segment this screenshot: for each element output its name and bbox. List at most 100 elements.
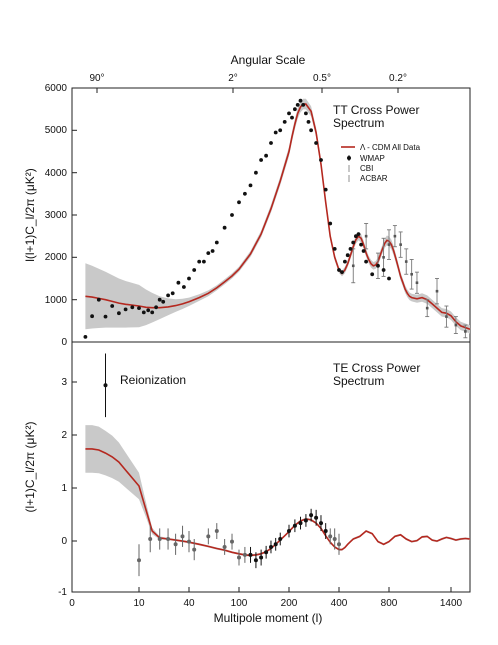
te-ytick-0: 0 [61, 536, 67, 547]
te-data-point [287, 529, 291, 533]
xtick-200: 200 [281, 598, 298, 609]
tt-wmap-point [273, 130, 278, 135]
tt-wmap-point [290, 115, 294, 120]
te-data-point [148, 537, 153, 541]
tt-wmap-point [243, 191, 247, 196]
legend-label-acbar: ACBAR [360, 174, 388, 183]
te-title-line2: Spectrum [333, 374, 384, 388]
tt-wmap-point [298, 98, 303, 103]
tt-wmap-point [387, 276, 391, 281]
tt-errorbar-point [351, 264, 355, 268]
legend-label-wmap: WMAP [360, 154, 385, 163]
te-data-point [309, 513, 314, 518]
tt-wmap-point [282, 120, 287, 124]
top-tick-90deg: 90° [89, 73, 104, 84]
te-data-point [278, 537, 283, 541]
tt-wmap-point [176, 280, 181, 285]
top-axis-ticks: 90° 2° 0.5° 0.2° [89, 73, 407, 84]
tt-wmap-point [230, 213, 234, 217]
tt-ytick-2000: 2000 [45, 252, 68, 263]
top-tick-2deg: 2° [228, 73, 238, 84]
te-data-point [192, 547, 197, 552]
te-ytick-m1: -1 [58, 587, 67, 598]
tt-wmap-point [314, 141, 318, 145]
top-tick-0p2deg: 0.2° [389, 73, 407, 84]
tt-wmap-point [123, 307, 128, 312]
tt-wmap-point [214, 240, 219, 245]
te-data-point [230, 539, 234, 544]
te-data-point [222, 545, 227, 549]
tt-wmap-point [141, 310, 146, 315]
tt-wmap-point [356, 232, 361, 237]
te-data-point [137, 558, 141, 563]
tt-ytick-5000: 5000 [45, 125, 68, 136]
tt-wmap-point [150, 310, 155, 315]
tt-wmap-point [254, 170, 258, 175]
tt-wmap-point [370, 272, 375, 277]
xtick-0: 0 [69, 598, 75, 609]
tt-wmap-point [381, 268, 386, 272]
tt-errorbar-point [454, 323, 458, 327]
te-data-point [242, 552, 247, 557]
te-data-point [337, 542, 341, 547]
tt-wmap-point [202, 259, 206, 264]
tt-title-line2: Spectrum [333, 116, 384, 130]
te-data-point [328, 534, 333, 539]
tt-errorbar-point [445, 315, 448, 318]
te-data-point [180, 534, 185, 539]
tt-wmap-point [222, 225, 227, 230]
tt-errorbar-point [382, 256, 385, 259]
tt-wmap-point [364, 259, 368, 264]
xtick-800: 800 [381, 598, 398, 609]
tt-errorbar-point [435, 289, 439, 293]
tt-errorbar-point [404, 260, 408, 263]
tt-wmap-point [348, 247, 353, 251]
tt-wmap-point [161, 299, 166, 304]
te-data-point [237, 555, 241, 560]
tt-wmap-point [301, 103, 306, 107]
te-ytick-3: 3 [61, 377, 67, 388]
top-axis-title: Angular Scale [231, 53, 306, 67]
tt-wmap-point [146, 308, 151, 313]
tt-wmap-point [309, 128, 313, 133]
tt-wmap-point [130, 305, 135, 310]
tt-errorbar-point [425, 306, 429, 310]
tt-errorbar-point [393, 234, 397, 238]
tt-wmap-point [210, 249, 215, 253]
tt-wmap-point [361, 249, 366, 253]
te-data-point [273, 542, 278, 547]
tt-wmap-point [345, 253, 350, 258]
tt-legend: Λ - CDM All Data WMAP CBI ACBAR [341, 143, 421, 183]
te-data-point [214, 529, 219, 533]
tt-ytick-6000: 6000 [45, 83, 68, 94]
reionization-annotation: Reionization [120, 373, 186, 387]
tt-wmap-point [323, 187, 328, 192]
tt-ytick-1000: 1000 [45, 295, 68, 306]
te-data-point [298, 521, 303, 526]
top-tick-0p5deg: 0.5° [313, 73, 331, 84]
xtick-40: 40 [183, 598, 195, 609]
te-title-line1: TE Cross Power [333, 361, 420, 375]
tt-wmap-point [264, 153, 268, 158]
tt-wmap-point [197, 259, 202, 264]
tt-wmap-point [295, 103, 300, 107]
tt-wmap-point [187, 276, 191, 281]
tt-errorbar-point [364, 234, 368, 238]
tt-wmap-point [110, 304, 115, 308]
te-data-point [332, 537, 337, 541]
tt-y-axis: 0 1000 2000 3000 4000 5000 6000 [45, 83, 77, 348]
te-data-point [157, 537, 162, 541]
te-data-point [264, 550, 269, 555]
tt-wmap-point [248, 183, 253, 188]
te-data-point [253, 558, 258, 563]
tt-wmap-point [306, 120, 311, 124]
tt-wmap-point [269, 141, 273, 145]
tt-wmap-point [182, 285, 186, 289]
te-panel: -1 0 1 2 3 (l+1)C_l/2π (μK²) TE Cross Po… [23, 341, 471, 625]
tt-wmap-point [351, 240, 356, 245]
tt-wmap-point [117, 311, 121, 316]
te-y-axis: -1 0 1 2 3 [58, 377, 77, 598]
te-data-point [103, 383, 108, 388]
tt-wmap-point [83, 335, 88, 339]
xtick-400: 400 [331, 598, 348, 609]
